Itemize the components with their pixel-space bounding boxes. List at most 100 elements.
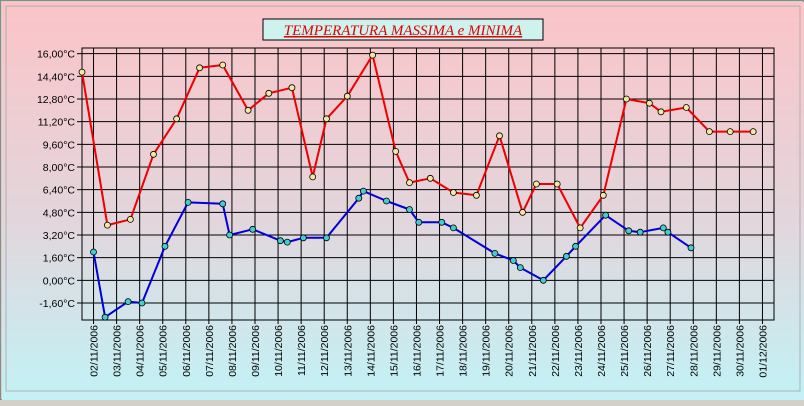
series-1-line (92, 190, 692, 319)
y-axis-tick-labels: 16,00°C 14,40°C 12,80°C 11,20°C 9,60°C 8,00°C… (37, 49, 75, 310)
y-tick-label: 3,20°C (43, 230, 76, 242)
series-1-point (659, 224, 667, 232)
x-tick-label: 16/11/2006 (411, 325, 423, 377)
chart-inner-frame (5, 5, 801, 392)
series-0-point (749, 128, 757, 136)
series-0-point (343, 92, 351, 100)
series-1-point (491, 249, 499, 257)
y-tick-label: 1,60°C (43, 253, 76, 265)
series-1-point (138, 299, 146, 307)
x-tick-label: 14/11/2006 (365, 325, 377, 377)
grid (82, 48, 774, 320)
y-tick-label: 0,00°C (43, 275, 76, 287)
series-0-point (472, 191, 480, 199)
series-0-point (78, 68, 86, 76)
x-tick-label: 09/11/2006 (250, 325, 262, 377)
series-1-point (572, 242, 579, 250)
series-0-point (126, 215, 134, 223)
series-1-point (383, 197, 390, 205)
y-tick-label: 8,00°C (43, 162, 76, 174)
title-box: TEMPERATURA MASSIMA e MINIMA (262, 18, 544, 41)
y-tick-label: -1,60°C (39, 298, 75, 310)
series-0-point (496, 132, 503, 140)
series-0-point (599, 191, 607, 199)
series-lines (81, 54, 754, 319)
series-0-point (265, 89, 273, 97)
x-tick-label: 08/11/2006 (227, 325, 239, 377)
series-1-point (299, 234, 307, 242)
series-1-point (323, 234, 330, 242)
series-0-point (173, 115, 181, 123)
x-tick-label: 26/11/2006 (642, 325, 654, 377)
series-0-point (682, 104, 690, 111)
x-axis-tick-labels: 02/11/2006 03/11/2006 04/11/2006 05/11/2006… (89, 325, 770, 378)
series-0-point (426, 174, 434, 182)
series-1-point (249, 225, 257, 233)
x-tick-label: 10/11/2006 (273, 325, 285, 377)
series-1-point (355, 194, 363, 202)
series-1-point (219, 200, 227, 208)
x-tick-label: 07/11/2006 (204, 325, 216, 377)
x-tick-label: 22/11/2006 (550, 325, 562, 377)
x-tick-label: 30/11/2006 (734, 325, 746, 377)
series-1-point (359, 187, 367, 195)
series-1-point (687, 244, 695, 252)
series-0-line (81, 54, 754, 229)
x-tick-label: 25/11/2006 (619, 325, 631, 377)
series-0-point (323, 115, 330, 123)
x-tick-label: 21/11/2006 (527, 325, 539, 377)
series-0-point (392, 147, 400, 155)
x-tick-label: 01/12/2006 (757, 325, 769, 378)
series-1-point (449, 224, 457, 232)
y-tick-label: 9,60°C (43, 139, 76, 151)
series-1-point (516, 264, 524, 272)
y-tick-label: 12,80°C (37, 94, 75, 106)
series-0-point (104, 221, 111, 229)
x-tick-label: 27/11/2006 (665, 325, 677, 377)
series-1-point (90, 248, 97, 256)
series-1-point (226, 231, 234, 239)
y-tick-label: 16,00°C (37, 49, 75, 61)
series-1-point (539, 276, 547, 284)
series-1-point (664, 228, 672, 236)
x-tick-label: 04/11/2006 (135, 325, 147, 377)
plot-area-border (81, 47, 775, 321)
series-1-point (602, 211, 609, 219)
series-0-point (309, 173, 317, 181)
x-tick-label: 29/11/2006 (711, 325, 723, 377)
x-tick-label: 02/11/2006 (89, 325, 101, 377)
series-1-point (406, 206, 413, 213)
x-tick-label: 03/11/2006 (112, 325, 124, 377)
y-tick-label: 11,20°C (38, 117, 76, 129)
series-1-point (101, 313, 109, 321)
series-markers (78, 51, 757, 321)
x-tick-label: 18/11/2006 (458, 325, 470, 377)
series-1-point (636, 228, 644, 236)
series-0-point (533, 180, 540, 188)
series-1-point (415, 218, 423, 226)
y-tick-label: 4,80°C (43, 207, 76, 219)
chart-title: TEMPERATURA MASSIMA e MINIMA (284, 23, 523, 39)
series-1-point (438, 218, 446, 226)
x-tick-label: 19/11/2006 (481, 325, 493, 377)
series-0-point (244, 106, 252, 114)
series-0-point (657, 108, 665, 116)
series-1-point (276, 237, 284, 245)
x-tick-label: 23/11/2006 (573, 325, 585, 377)
y-tick-label: 6,40°C (43, 185, 76, 197)
series-0-point (449, 189, 457, 196)
x-tick-label: 12/11/2006 (319, 325, 331, 377)
series-1-point (124, 298, 132, 306)
x-tick-label: 15/11/2006 (388, 325, 400, 377)
axes (77, 47, 775, 324)
series-0-point (519, 208, 526, 216)
x-tick-label: 17/11/2006 (435, 325, 447, 377)
series-0-point (406, 179, 413, 187)
series-1-point (563, 252, 570, 260)
series-0-point (219, 61, 227, 69)
x-tick-label: 13/11/2006 (342, 325, 354, 377)
x-tick-label: 24/11/2006 (596, 325, 608, 377)
series-0-point (288, 84, 296, 92)
